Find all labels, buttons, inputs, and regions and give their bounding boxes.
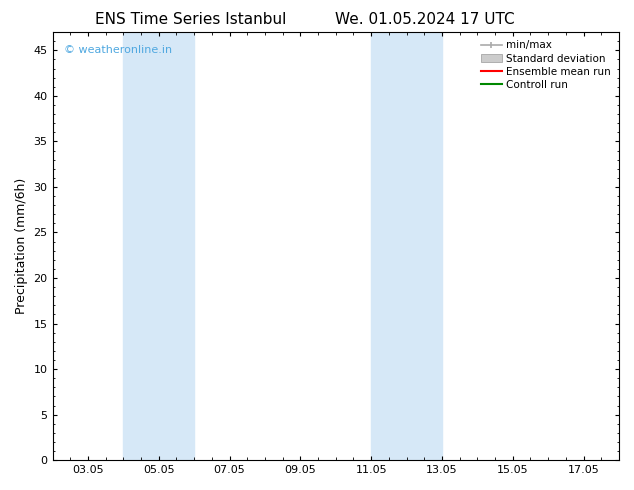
Legend: min/max, Standard deviation, Ensemble mean run, Controll run: min/max, Standard deviation, Ensemble me…: [478, 37, 614, 93]
Text: © weatheronline.in: © weatheronline.in: [64, 45, 172, 55]
Text: We. 01.05.2024 17 UTC: We. 01.05.2024 17 UTC: [335, 12, 515, 27]
Bar: [124, 32, 194, 460]
Text: ENS Time Series Istanbul: ENS Time Series Istanbul: [94, 12, 286, 27]
Bar: [371, 32, 442, 460]
Y-axis label: Precipitation (mm/6h): Precipitation (mm/6h): [15, 178, 28, 314]
